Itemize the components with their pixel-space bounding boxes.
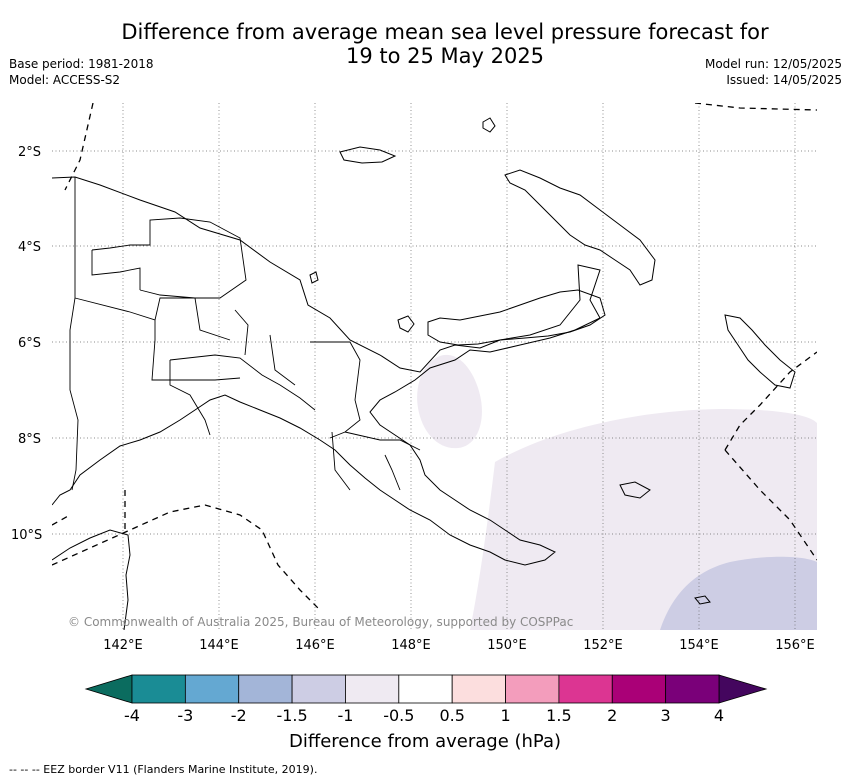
colorbar-tick-label: -1 <box>337 706 353 725</box>
lat-label-8s: 8°S <box>18 432 41 447</box>
manus-island <box>339 146 397 164</box>
copyright-text: © Commonwealth of Australia 2025, Bureau… <box>68 615 573 629</box>
anomaly-region-small <box>417 354 482 449</box>
lon-label-146e: 146°E <box>295 638 335 653</box>
islands-5 <box>309 271 319 284</box>
colorbar-segment <box>451 674 506 704</box>
chart-title: Difference from average mean sea level p… <box>90 20 800 68</box>
lat-label-10s: 10°S <box>11 528 42 543</box>
colorbar-label: Difference from average (hPa) <box>288 731 562 752</box>
colorbar-tick-label: 2 <box>607 706 617 725</box>
colorbar-segment <box>505 674 560 704</box>
title-line-2: 19 to 25 May 2025 <box>345 44 545 68</box>
colorbar-segment <box>665 674 720 704</box>
cape-york-coast <box>52 529 131 630</box>
colorbar-segment <box>398 674 453 704</box>
colorbar-tick-label: -4 <box>124 706 140 725</box>
issued-text: Issued: 14/05/2025 <box>726 73 842 87</box>
longitude-labels: 142°E 144°E 146°E 148°E 150°E 152°E 154°… <box>103 638 815 653</box>
colorbar-tick-label: -0.5 <box>383 706 414 725</box>
lon-label-142e: 142°E <box>103 638 143 653</box>
map-plot-area: © Commonwealth of Australia 2025, Bureau… <box>52 103 817 630</box>
colorbar-segment <box>611 674 667 704</box>
run-info: Model run: 12/05/2025 Issued: 14/05/2025 <box>705 56 842 88</box>
base-period-text: Base period: 1981-2018 <box>9 57 154 71</box>
model-info: Base period: 1981-2018 Model: ACCESS-S2 <box>9 56 154 88</box>
new-ireland-coast <box>427 289 606 346</box>
islands-2 <box>397 315 415 333</box>
colorbar-tick-label: 1.5 <box>546 706 571 725</box>
colorbar-segment <box>184 674 240 704</box>
title-line-1: Difference from average mean sea level p… <box>121 20 769 44</box>
anomaly-region-lavender <box>660 556 817 630</box>
bougainville-coast <box>724 314 796 389</box>
islands-3 <box>619 481 651 499</box>
new-guinea-coast <box>52 176 601 566</box>
lon-label-152e: 152°E <box>583 638 623 653</box>
lon-label-156e: 156°E <box>775 638 815 653</box>
colorbar-tick-label: 4 <box>714 706 724 725</box>
gridlines <box>52 103 817 630</box>
colorbar-tick-label: -1.5 <box>276 706 307 725</box>
colorbar-tick-label: 3 <box>661 706 671 725</box>
colorbar-segment <box>291 674 346 704</box>
colorbar-high-extend <box>718 674 768 704</box>
lon-label-150e: 150°E <box>487 638 527 653</box>
colorbar-ticks: -4 -3 -2 -1.5 -1 -0.5 0.5 1 1.5 2 3 4 <box>124 706 724 725</box>
islands-1 <box>482 117 496 133</box>
lat-label-2s: 2°S <box>18 145 41 160</box>
colorbar-segment <box>558 674 613 704</box>
colorbar-tick-label: -3 <box>177 706 193 725</box>
colorbar-tick-label: 1 <box>500 706 510 725</box>
new-britain-coast <box>504 169 656 286</box>
lon-label-148e: 148°E <box>391 638 431 653</box>
colorbar-low-extend <box>84 674 133 704</box>
eez-borders <box>52 103 817 611</box>
province-boundaries <box>69 177 421 491</box>
eez-footnote: -- -- -- EEZ border V11 (Flanders Marine… <box>9 763 318 776</box>
lat-label-4s: 4°S <box>18 240 41 255</box>
colorbar-segments <box>131 674 720 704</box>
colorbar-tick-label: -2 <box>231 706 247 725</box>
coastlines <box>52 117 796 630</box>
lat-label-6s: 6°S <box>18 336 41 351</box>
colorbar-segment <box>131 674 186 704</box>
colorbar-segment <box>345 674 400 704</box>
islands-4 <box>694 595 711 605</box>
latitude-labels: 2°S 4°S 6°S 8°S 10°S <box>11 145 42 543</box>
lon-label-144e: 144°E <box>199 638 239 653</box>
colorbar-segment <box>238 674 293 704</box>
lon-label-154e: 154°E <box>679 638 719 653</box>
model-text: Model: ACCESS-S2 <box>9 73 121 87</box>
colorbar: -4 -3 -2 -1.5 -1 -0.5 0.5 1 1.5 2 3 4 <box>84 674 768 725</box>
colorbar-tick-label: 0.5 <box>439 706 464 725</box>
model-run-text: Model run: 12/05/2025 <box>704 57 842 71</box>
